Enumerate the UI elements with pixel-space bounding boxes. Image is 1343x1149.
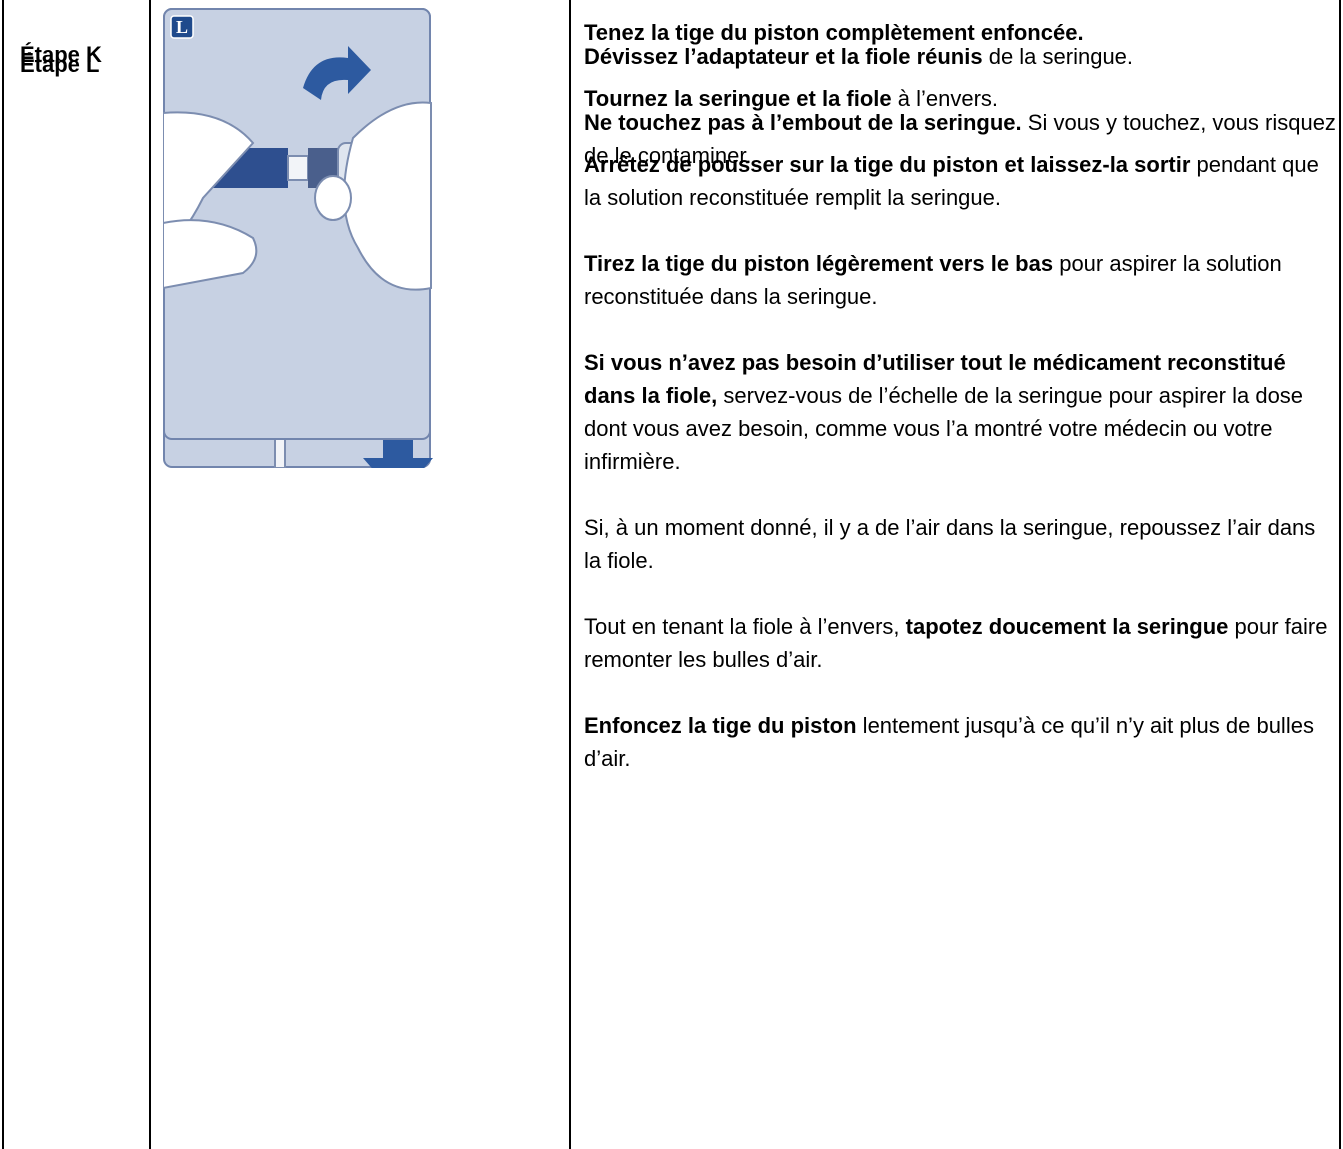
text: à l’envers. (891, 86, 999, 111)
cell-border (569, 0, 571, 1149)
bold-text: Tenez la tige du piston complètement enf… (584, 20, 1084, 45)
text: Tout en tenant la fiole à l’envers, (584, 614, 906, 639)
paragraph: Dévissez l’adaptateur et la fiole réunis… (584, 40, 1336, 73)
step-badge-letter: L (176, 17, 188, 37)
bold-text: Tournez la seringue et la fiole (584, 86, 892, 111)
illustration-art (163, 46, 432, 291)
step-text: Tenez la tige du piston complètement enf… (584, 16, 1336, 808)
paragraph: Enfoncez la tige du piston lentement jus… (584, 709, 1336, 775)
text: Si, à un moment donné, il y a de l’air d… (584, 515, 1316, 573)
text: Si vous y touchez, vous risquez de le co… (584, 110, 1336, 168)
cell-border (2, 0, 4, 1149)
step-label: Étape L (20, 52, 100, 77)
bold-text: Ne touchez pas à l’embout de la seringue… (584, 110, 1022, 135)
paragraph: Ne touchez pas à l’embout de la seringue… (584, 106, 1336, 172)
cell-border (1339, 0, 1341, 1149)
illustration-shape (303, 46, 371, 100)
paragraph: Si, à un moment donné, il y a de l’air d… (584, 511, 1336, 577)
step-badge (170, 15, 194, 39)
bold-text: Si vous n’avez pas besoin d’utiliser tou… (584, 350, 1286, 408)
text: pendant que la solution reconstituée rem… (584, 152, 1319, 210)
cell-border (149, 0, 151, 1149)
illustration: L (163, 8, 432, 440)
paragraph: Tirez la tige du piston légèrement vers … (584, 247, 1336, 313)
bold-text: Arrêtez de pousser sur la tige du piston… (584, 152, 1191, 177)
text: lentement jusqu’à ce qu’il n’y ait plus … (584, 713, 1314, 771)
paragraph: Arrêtez de pousser sur la tige du piston… (584, 148, 1336, 214)
paragraph: Si vous n’avez pas besoin d’utiliser tou… (584, 346, 1336, 478)
paragraph: Tenez la tige du piston complètement enf… (584, 16, 1336, 49)
bold-text: Tirez la tige du piston légèrement vers … (584, 251, 1054, 276)
illustration-shape (287, 155, 309, 181)
text: de la seringue. (982, 44, 1134, 69)
bold-text: Dévissez l’adaptateur et la fiole réunis (584, 44, 983, 69)
paragraph: Tournez la seringue et la fiole à l’enve… (584, 82, 1336, 115)
bold-text: Enfoncez la tige du piston (584, 713, 857, 738)
step-label: Étape K (20, 42, 102, 67)
text: pour aspirer la solution reconstituée da… (584, 251, 1282, 309)
illustration-shape (163, 219, 258, 290)
illustration-shape (314, 175, 352, 221)
text: servez-vous de l’échelle de la seringue … (584, 383, 1304, 474)
paragraph: Tout en tenant la fiole à l’envers, tapo… (584, 610, 1336, 676)
bold-text: tapotez doucement la seringue (905, 614, 1229, 639)
step-text: Dévissez l’adaptateur et la fiole réunis… (584, 40, 1336, 205)
text: pour faire remonter les bulles d’air. (584, 614, 1328, 672)
